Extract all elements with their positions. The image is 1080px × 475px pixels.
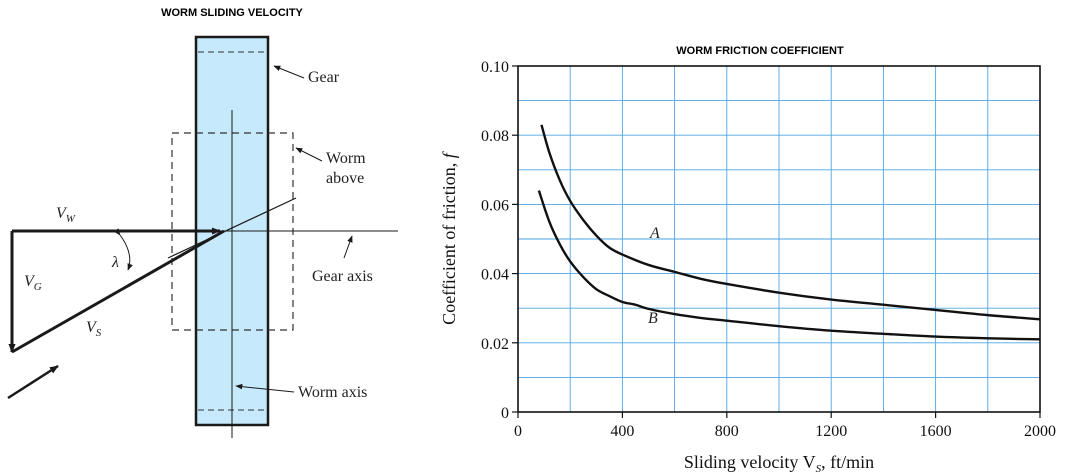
y-axis-title: Coefficient of friction, f bbox=[439, 150, 459, 325]
x-axis-title: Sliding velocity VS, ft/min bbox=[684, 452, 874, 475]
plot-frame bbox=[517, 65, 1041, 413]
gear-axis-callout-leader bbox=[343, 235, 353, 259]
chart-ticks: 0 400 800 1200 1600 2000 0 0.02 0.04 0.06 0.08 0.10 bbox=[481, 59, 1056, 440]
helix-line bbox=[167, 197, 297, 259]
x-tick-label: 0 bbox=[514, 423, 522, 440]
vg-label: VG bbox=[24, 273, 42, 293]
y-tick-label: 0.02 bbox=[481, 336, 509, 353]
vw-label: VW bbox=[56, 205, 76, 225]
chart-grid bbox=[518, 66, 1040, 412]
x-tick-label: 2000 bbox=[1024, 423, 1056, 440]
vs-direction-arrow bbox=[7, 364, 59, 400]
worm-callout-leader bbox=[295, 147, 323, 162]
x-tick-label: 800 bbox=[715, 423, 739, 440]
series-line-a bbox=[540, 124, 1041, 321]
y-tick-label: 0.04 bbox=[481, 267, 509, 284]
series-b-label: B bbox=[648, 310, 658, 327]
lambda-angle-arc bbox=[114, 228, 133, 271]
diagram-title: WORM SLIDING VELOCITY bbox=[161, 7, 303, 19]
worm-axis-callout-leader bbox=[235, 383, 295, 393]
series-line-b bbox=[537, 190, 1041, 341]
gear-callout-leader bbox=[273, 65, 305, 79]
y-tick-label: 0 bbox=[501, 405, 509, 422]
gear-axis-label: Gear axis bbox=[312, 268, 373, 285]
series-a-label: A bbox=[649, 225, 660, 242]
chart-series bbox=[537, 124, 1041, 341]
x-tick-label: 1200 bbox=[815, 423, 847, 440]
y-tick-label: 0.10 bbox=[481, 59, 509, 76]
worm-sliding-velocity-diagram: WORM SLIDING VELOCITY VW VG VS λ Gear Wo… bbox=[7, 7, 398, 438]
x-tick-label: 1600 bbox=[920, 423, 952, 440]
friction-coefficient-chart: WORM FRICTION COEFFICIENT 0 400 800 1200 160… bbox=[439, 45, 1056, 475]
y-tick-label: 0.08 bbox=[481, 128, 509, 145]
vs-label: VS bbox=[86, 319, 102, 339]
gear-label: Gear bbox=[308, 69, 340, 86]
x-tick-label: 400 bbox=[610, 423, 634, 440]
y-tick-label: 0.06 bbox=[481, 197, 509, 214]
lambda-label: λ bbox=[111, 254, 119, 271]
worm-label-line2: above bbox=[326, 170, 364, 187]
vs-vector bbox=[11, 229, 225, 354]
worm-label-line1: Worm bbox=[326, 150, 366, 167]
worm-axis-label: Worm axis bbox=[298, 384, 367, 401]
chart-title: WORM FRICTION COEFFICIENT bbox=[676, 45, 844, 57]
